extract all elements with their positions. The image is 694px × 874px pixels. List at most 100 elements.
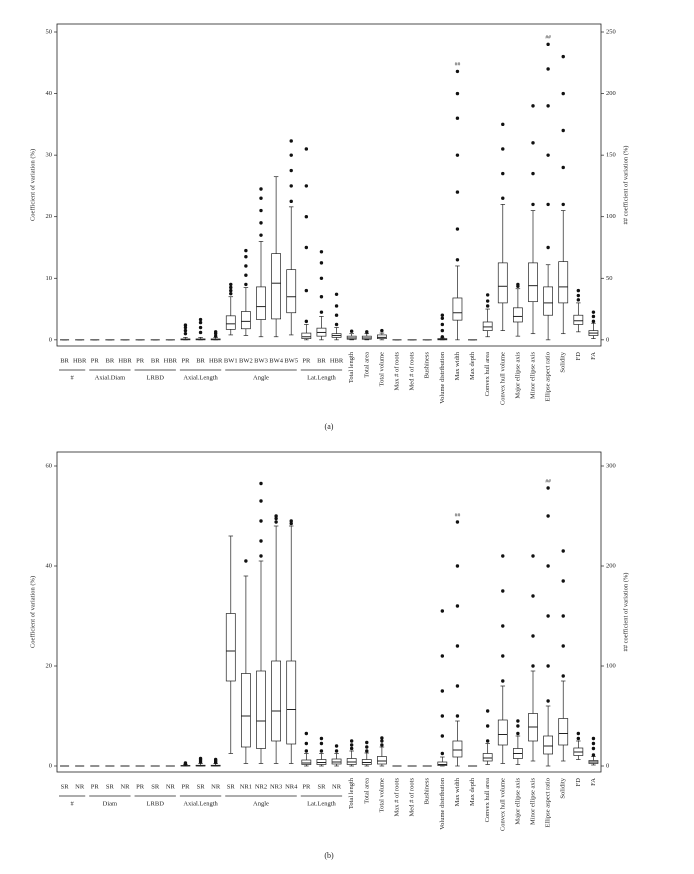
outlier xyxy=(531,664,535,668)
outlier xyxy=(289,184,293,188)
x-tick-label: Ellipse aspect ratio xyxy=(545,778,552,827)
outlier xyxy=(501,589,505,593)
y-tick-label: 40 xyxy=(46,90,53,97)
box-plot xyxy=(256,481,266,764)
outlier xyxy=(440,609,445,613)
box-plot xyxy=(225,282,236,336)
outlier xyxy=(334,313,339,317)
outlier xyxy=(213,757,218,762)
outlier xyxy=(259,208,263,213)
y-tick-label: 60 xyxy=(46,462,53,469)
outlier xyxy=(229,285,233,290)
outlier xyxy=(304,245,309,250)
y-tick-label: 40 xyxy=(46,562,53,569)
outlier xyxy=(304,288,309,293)
outlier xyxy=(259,554,263,558)
outlier xyxy=(561,644,565,648)
x-tick-label: Total length xyxy=(348,351,355,383)
outlier xyxy=(304,319,309,324)
outlier xyxy=(274,520,278,524)
y2-tick-label: 200 xyxy=(606,90,616,97)
outlier xyxy=(531,141,535,145)
x-tick-label: Med # of roots xyxy=(409,352,416,391)
x-tick-label: HBR xyxy=(118,357,132,364)
box-plot xyxy=(482,293,493,338)
box-plot xyxy=(331,744,342,767)
outlier xyxy=(546,202,550,207)
box-plot xyxy=(241,559,251,764)
outlier xyxy=(455,644,460,648)
outlier xyxy=(183,761,188,765)
outlier xyxy=(440,689,445,693)
outlier xyxy=(440,335,445,339)
box-plot xyxy=(271,514,281,764)
x-tick-label: Major ellipse axis xyxy=(514,352,521,399)
outlier xyxy=(440,751,445,756)
x-tick-label: PR xyxy=(181,357,190,364)
x-tick-label: Convex hull volume xyxy=(499,352,506,405)
box xyxy=(225,613,236,682)
box-plot xyxy=(286,139,297,336)
outlier xyxy=(455,258,460,262)
box-plot xyxy=(301,731,312,767)
box-plot xyxy=(316,736,327,767)
x-tick-label: NR xyxy=(211,783,221,790)
x-tick-label: HBR xyxy=(330,357,344,364)
outlier xyxy=(334,304,339,308)
y2-axis-label: ## coefficient of variation (%) xyxy=(622,573,629,652)
outlier xyxy=(455,116,460,120)
outlier xyxy=(591,741,596,746)
group-label: # xyxy=(70,800,74,807)
box xyxy=(558,261,569,304)
box xyxy=(271,660,281,742)
x-tick-label: PR xyxy=(181,783,190,790)
outlier xyxy=(591,736,596,741)
outlier xyxy=(561,202,565,207)
x-tick-label: SR xyxy=(227,783,236,790)
x-tick-label: Bushiness xyxy=(424,778,431,805)
x-tick-label: Max width xyxy=(454,777,461,806)
y2-tick-label: 100 xyxy=(606,213,616,220)
box-plot xyxy=(241,248,251,336)
x-tick-label: Total area xyxy=(363,352,370,378)
outlier xyxy=(546,564,550,568)
box-plot xyxy=(331,292,342,341)
x-tick-label: BR xyxy=(317,357,326,364)
box-plot xyxy=(225,535,236,754)
outlier xyxy=(198,756,203,761)
group-label: LRBD xyxy=(147,800,165,807)
outlier xyxy=(516,724,520,728)
outlier xyxy=(304,184,309,188)
box xyxy=(513,307,523,323)
outlier xyxy=(501,554,505,558)
panel-caption: (a) xyxy=(325,422,334,431)
outlier xyxy=(561,91,565,96)
outlier xyxy=(485,709,490,713)
outlier xyxy=(229,288,233,293)
x-tick-label: HBR xyxy=(73,357,87,364)
annotation: ## xyxy=(545,478,551,484)
box xyxy=(482,753,493,762)
outlier xyxy=(440,328,445,333)
box-plot xyxy=(256,187,266,338)
outlier xyxy=(546,245,550,250)
outlier xyxy=(380,743,384,747)
x-tick-label: Total volume xyxy=(378,352,385,387)
y-axis-label: Coefficient of variation (%) xyxy=(29,149,36,221)
outlier xyxy=(531,554,535,558)
outlier xyxy=(576,293,581,298)
box xyxy=(528,262,538,303)
box xyxy=(482,321,493,331)
outlier xyxy=(561,128,565,133)
x-tick-label: Max depth xyxy=(469,777,476,806)
outlier xyxy=(349,746,354,751)
outlier xyxy=(501,196,505,200)
group-label: Axial.Length xyxy=(183,374,218,381)
outlier xyxy=(501,624,505,628)
y2-tick-label: 300 xyxy=(606,462,616,469)
y2-tick-label: 0 xyxy=(606,336,609,343)
box xyxy=(256,286,266,320)
box-plot xyxy=(513,282,523,337)
y-tick-label: 30 xyxy=(46,152,53,159)
x-tick-label: NR xyxy=(166,783,176,790)
